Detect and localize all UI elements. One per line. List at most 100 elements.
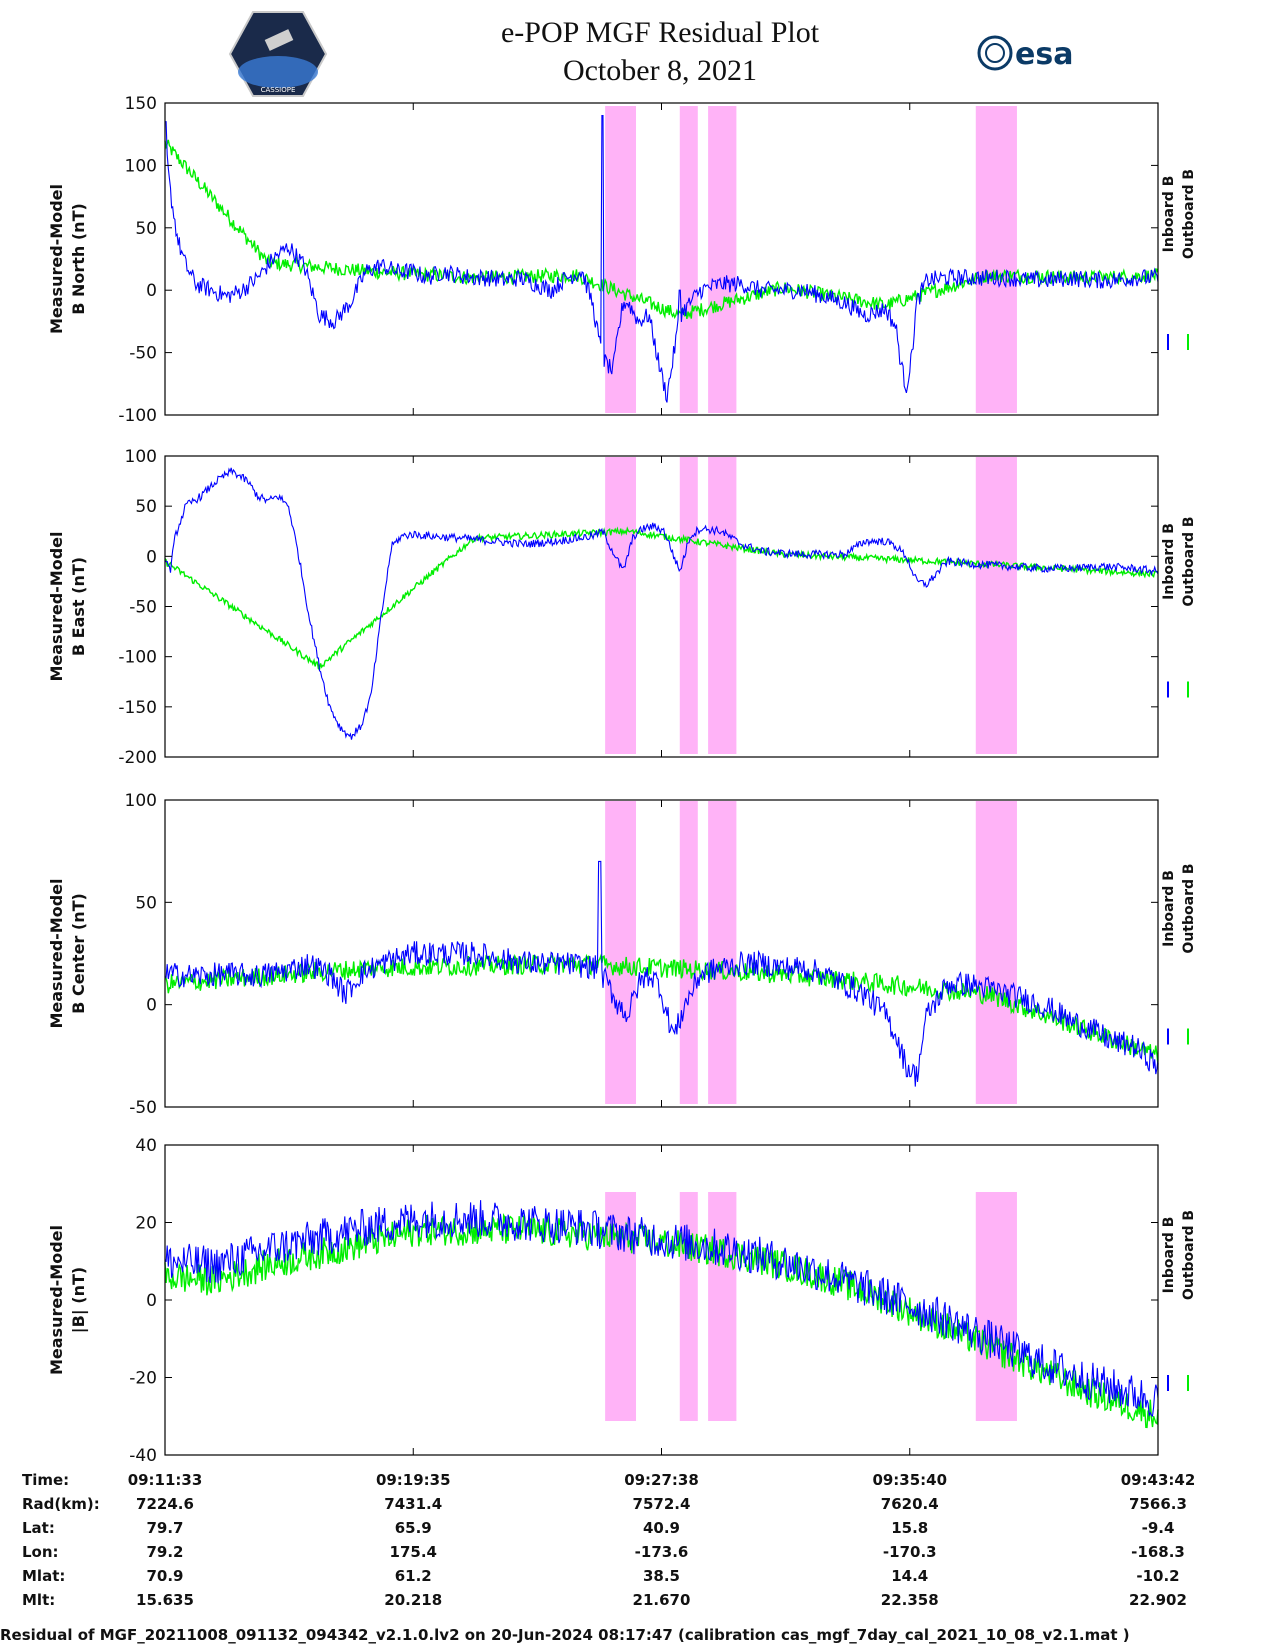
legend-label: Outboard B <box>1181 1210 1197 1300</box>
series-inboard-b <box>164 1200 1159 1418</box>
table-cell: 09:43:42 <box>1121 1471 1196 1489</box>
table-row-label: Lon: <box>22 1543 59 1561</box>
y-tick-label: 50 <box>135 497 157 517</box>
legend-label: Outboard B <box>1181 516 1197 606</box>
table-cell: 175.4 <box>390 1543 437 1561</box>
highlight-band <box>975 1192 1017 1421</box>
y-tick-label: 0 <box>146 1291 157 1311</box>
y-tick-label: 50 <box>135 219 157 239</box>
highlight-band <box>708 1192 737 1421</box>
table-cell: 09:35:40 <box>872 1471 947 1489</box>
highlight-band <box>708 457 737 754</box>
series-inboard-b <box>165 114 1159 403</box>
title-line-1: e-POP MGF Residual Plot <box>500 16 820 49</box>
table-cell: 40.9 <box>643 1519 680 1537</box>
highlight-band <box>975 106 1017 413</box>
table-cell: 22.358 <box>881 1591 939 1609</box>
legend-label: Inboard B <box>1161 1217 1177 1294</box>
highlight-band <box>605 106 637 413</box>
plot-panel-2: -200 -150 -100 -50 0 50 100 Measured-Model B Eas… <box>47 447 1197 768</box>
title-line-2: October 8, 2021 <box>562 54 758 87</box>
highlight-band <box>679 1192 698 1421</box>
y-tick-label: -100 <box>118 406 157 426</box>
y-axis-label: B East (nT) <box>69 557 88 656</box>
table-cell: 79.7 <box>146 1519 183 1537</box>
table-cell: 61.2 <box>395 1567 432 1585</box>
y-tick-label: 50 <box>135 893 157 913</box>
highlight-band <box>708 106 737 413</box>
cassiope-logo-text: CASSIOPE <box>261 86 296 94</box>
table-cell: -9.4 <box>1142 1519 1175 1537</box>
table-cell: -173.6 <box>635 1543 689 1561</box>
table-cell: 09:11:33 <box>128 1471 203 1489</box>
y-tick-label: 0 <box>146 996 157 1016</box>
y-tick-label: 100 <box>125 791 157 811</box>
esa-logo-text: esa <box>1015 37 1073 72</box>
y-axis-label: Measured-Model <box>47 878 66 1028</box>
y-tick-label: 40 <box>135 1136 157 1156</box>
table-cell: -168.3 <box>1131 1543 1185 1561</box>
legend-label: Inboard B <box>1161 523 1177 600</box>
table-row-label: Rad(km): <box>22 1495 100 1513</box>
table-cell: 7620.4 <box>881 1495 939 1513</box>
table-row-label: Mlt: <box>22 1591 55 1609</box>
table-cell: 21.670 <box>633 1591 691 1609</box>
table-cell: 14.4 <box>891 1567 928 1585</box>
highlight-band <box>679 457 698 754</box>
y-tick-label: 150 <box>125 94 157 114</box>
chart-title: e-POP MGF Residual Plot October 8, 2021 <box>360 14 960 90</box>
y-tick-label: -50 <box>129 344 157 364</box>
table-cell: 7572.4 <box>633 1495 691 1513</box>
highlight-band <box>975 457 1017 754</box>
y-tick-label: 20 <box>135 1214 157 1234</box>
highlight-band <box>679 801 698 1104</box>
table-cell: 79.2 <box>146 1543 183 1561</box>
highlight-band <box>605 1192 637 1421</box>
legend-label: Outboard B <box>1181 863 1197 953</box>
legend-label: Outboard B <box>1181 169 1197 259</box>
table-cell: 70.9 <box>146 1567 183 1585</box>
legend-label: Inboard B <box>1161 176 1177 253</box>
legend-label: Inboard B <box>1161 870 1177 947</box>
y-tick-label: 100 <box>125 447 157 467</box>
y-axis-label: |B| (nT) <box>69 1267 89 1333</box>
y-tick-label: -200 <box>118 748 157 768</box>
table-cell: 15.8 <box>891 1519 928 1537</box>
y-tick-label: -20 <box>129 1369 157 1389</box>
footer-caption: Residual of MGF_20211008_091132_094342_v… <box>0 1626 1130 1644</box>
table-cell: 20.218 <box>384 1591 442 1609</box>
highlight-band <box>975 801 1017 1104</box>
table-cell: 22.902 <box>1129 1591 1187 1609</box>
table-cell: -10.2 <box>1136 1567 1179 1585</box>
y-tick-label: -50 <box>129 598 157 618</box>
table-cell: 7224.6 <box>136 1495 194 1513</box>
table-cell: 38.5 <box>643 1567 680 1585</box>
y-tick-label: -40 <box>129 1446 157 1466</box>
table-cell: -170.3 <box>883 1543 937 1561</box>
y-tick-label: -150 <box>118 698 157 718</box>
esa-logo: esa <box>977 35 1073 72</box>
table-cell: 15.635 <box>136 1591 194 1609</box>
y-axis-label: B Center (nT) <box>69 893 88 1014</box>
plot-panel-4: -40 -20 0 20 40 Measured-Model |B| (nT) Inboard… <box>47 1136 1197 1466</box>
y-tick-label: -100 <box>118 648 157 668</box>
y-tick-label: 0 <box>146 281 157 301</box>
table-row-label: Time: <box>22 1471 69 1489</box>
series-inboard-b <box>164 467 1159 740</box>
table-cell: 09:19:35 <box>376 1471 451 1489</box>
table-row-label: Lat: <box>22 1519 55 1537</box>
y-tick-label: 100 <box>125 156 157 176</box>
table-cell: 7566.3 <box>1129 1495 1187 1513</box>
y-axis-label: B North (nT) <box>69 203 88 315</box>
table-cell: 09:27:38 <box>624 1471 699 1489</box>
series-inboard-b <box>164 860 1159 1087</box>
table-cell: 65.9 <box>395 1519 432 1537</box>
table-row-label: Mlat: <box>22 1567 65 1585</box>
highlight-band <box>605 457 637 754</box>
y-axis-label: Measured-Model <box>47 1225 66 1375</box>
y-tick-label: -50 <box>129 1098 157 1118</box>
highlight-band <box>679 106 698 413</box>
highlight-band <box>708 801 737 1104</box>
y-axis-label: Measured-Model <box>47 531 66 681</box>
